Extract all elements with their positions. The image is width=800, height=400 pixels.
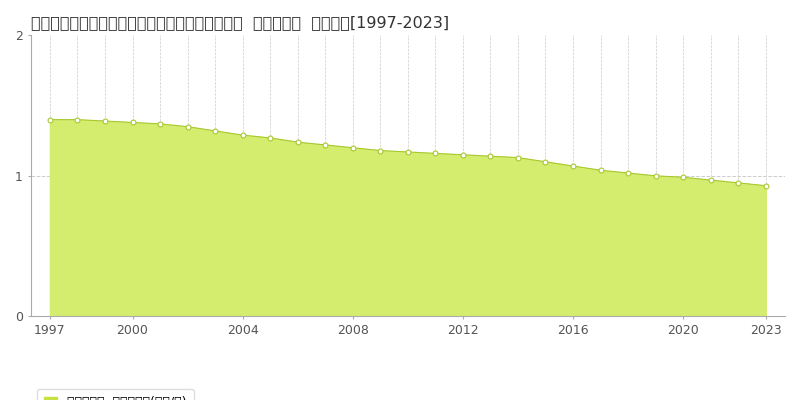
Text: 岡山県英田郡西粟倉村大字筏津字屋敷３３番１外  基準地価格  地価推移[1997-2023]: 岡山県英田郡西粟倉村大字筏津字屋敷３３番１外 基準地価格 地価推移[1997-2… bbox=[30, 15, 449, 30]
Legend: 基準地価格  平均坪単価(万円/坪): 基準地価格 平均坪単価(万円/坪) bbox=[37, 389, 194, 400]
